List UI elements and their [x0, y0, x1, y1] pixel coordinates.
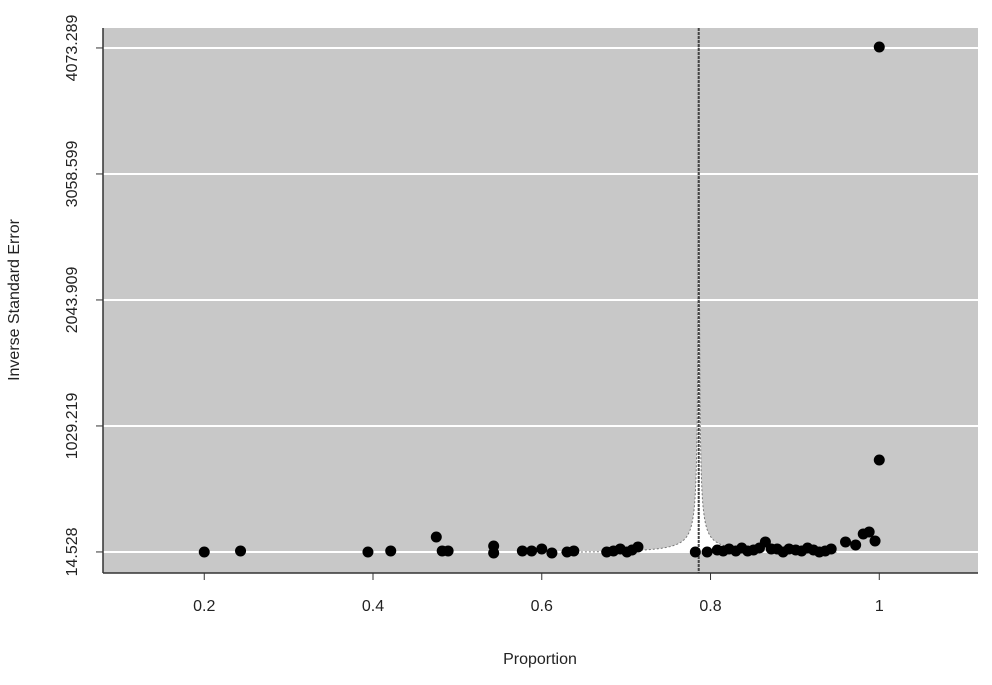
point	[546, 547, 558, 559]
y-tick-label: 1029.219	[64, 392, 81, 459]
point	[488, 547, 500, 559]
point	[362, 546, 374, 558]
point	[869, 535, 881, 547]
y-tick-label: 4073.289	[64, 14, 81, 81]
point	[536, 543, 548, 555]
point	[873, 454, 885, 466]
point	[873, 41, 885, 53]
x-axis-title: Proportion	[503, 651, 577, 668]
point	[825, 543, 837, 555]
point	[442, 545, 454, 557]
y-tick-label: 2043.909	[64, 266, 81, 333]
x-tick-label: 0.2	[193, 598, 215, 615]
point	[526, 545, 538, 557]
funnel-lower	[560, 33, 699, 553]
point	[850, 539, 862, 551]
y-tick-label: 3058.599	[64, 140, 81, 207]
x-tick-label: 0.8	[699, 598, 721, 615]
x-tick-label: 0.6	[531, 598, 553, 615]
point	[430, 531, 442, 543]
point	[840, 536, 852, 548]
point	[198, 546, 210, 558]
point	[235, 545, 247, 557]
point	[863, 526, 875, 538]
point	[568, 545, 580, 557]
point	[385, 545, 397, 557]
y-tick-label: 14.528	[64, 527, 81, 576]
y-axis-title: Inverse Standard Error	[6, 218, 23, 381]
point	[632, 541, 644, 553]
point	[689, 546, 701, 558]
point	[516, 545, 528, 557]
point	[701, 546, 713, 558]
x-tick-label: 1	[875, 598, 884, 615]
x-tick-label: 0.4	[362, 598, 384, 615]
